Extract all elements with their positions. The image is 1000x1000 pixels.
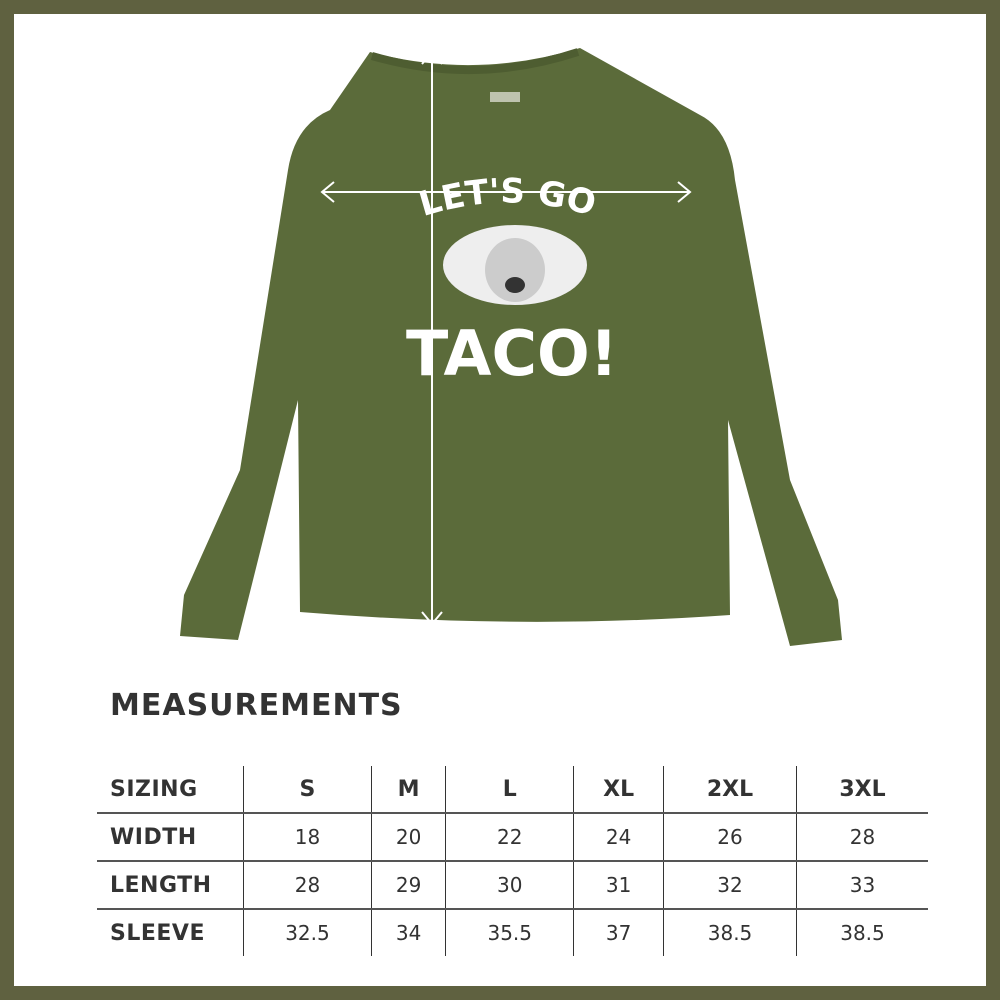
header-cell: L [445,766,574,813]
row-label: WIDTH [97,812,244,861]
cell: 24 [573,812,664,861]
table-row: SLEEVE 32.5 34 35.5 37 38.5 38.5 [97,908,928,956]
table-row: WIDTH 18 20 22 24 26 28 [97,812,928,861]
cell: 32 [663,860,797,909]
print-graphic: LET'S GO TACO! [406,171,618,390]
cell: 33 [795,860,928,909]
shirt-illustration: LET'S GO TACO! [180,48,842,646]
header-cell: S [243,766,372,813]
cell: 35.5 [445,908,574,956]
cell: 38.5 [663,908,797,956]
cell: 28 [243,860,372,909]
cell: 18 [243,812,372,861]
measure-arrows [320,50,692,626]
row-label: SLEEVE [97,908,244,956]
cell: 26 [663,812,797,861]
header-cell: 2XL [663,766,797,813]
row-label: LENGTH [97,860,244,909]
cell: 37 [573,908,664,956]
header-cell: 3XL [795,766,928,813]
table-header-row: SIZING S M L XL 2XL 3XL [97,766,928,813]
measurements-title: MEASUREMENTS [110,688,403,723]
print-line2: TACO! [406,317,618,390]
shirt-body [180,48,842,646]
cell: 30 [445,860,574,909]
cell: 29 [370,860,446,909]
cell: 32.5 [243,908,372,956]
size-chart-table: SIZING S M L XL 2XL 3XL WIDTH 18 20 22 2… [97,766,928,956]
cell: 28 [795,812,928,861]
header-cell: M [370,766,446,813]
shirt-label-logo [490,92,520,102]
cell: 34 [370,908,446,956]
table-row: LENGTH 28 29 30 31 32 33 [97,860,928,909]
cell: 20 [370,812,446,861]
cell: 31 [573,860,664,909]
header-cell: SIZING [110,776,198,802]
shirt-collar [370,48,580,75]
header-cell: XL [573,766,664,813]
cell: 22 [445,812,574,861]
cell: 38.5 [795,908,928,956]
